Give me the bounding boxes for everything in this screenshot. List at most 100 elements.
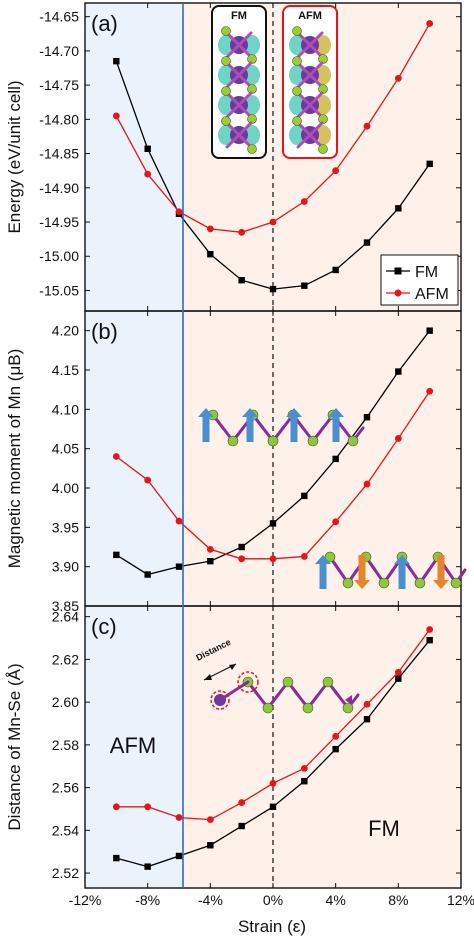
panel-c: 2.64 2.62 2.60 2.58 2.56 2.54 2.52 (c) Distance …	[5, 605, 462, 889]
data-point	[206, 545, 214, 553]
spin-down-arrow	[437, 555, 445, 581]
series-afm	[112, 387, 434, 563]
legend-fm-marker	[394, 267, 402, 275]
data-point	[395, 368, 402, 375]
y-tick-label: 4.00	[52, 480, 79, 496]
data-point	[426, 20, 434, 27]
spin-density-lobe	[289, 95, 305, 115]
data-point	[113, 854, 120, 862]
spin-density-lobe	[315, 95, 331, 115]
bond	[225, 31, 253, 59]
x-tick-label: 8%	[388, 892, 408, 908]
panels: -14.65 -14.70 -14.75 -14.80 -14.85 -14.90 -14.…	[5, 2, 462, 889]
y-axis-label: Distance of Mn-Se (Å)	[5, 663, 24, 830]
afm-structure-box: AFM	[282, 5, 338, 159]
data-point	[112, 803, 120, 811]
arrow-head	[286, 408, 302, 417]
data-point	[206, 225, 214, 233]
y-tick-label: 3.95	[52, 519, 79, 535]
spin-up-arrow	[332, 416, 340, 442]
series-afm	[112, 626, 434, 824]
afm-box-label: AFM	[298, 10, 322, 22]
spin-up-arrow	[202, 416, 210, 442]
se-atom	[322, 676, 334, 688]
bond	[296, 61, 324, 89]
data-point	[238, 277, 245, 284]
se-atom	[292, 86, 302, 96]
data-point	[144, 863, 151, 870]
data-point	[332, 732, 340, 740]
spin-up-arrow	[319, 563, 327, 589]
y-tick-label: 2.64	[52, 609, 79, 625]
data-point	[207, 250, 214, 258]
data-point	[113, 57, 120, 65]
spin-density-lobe	[244, 125, 260, 145]
data-point	[175, 517, 183, 525]
legend: FM AFM	[380, 254, 459, 306]
spin-up-arrow	[246, 416, 254, 442]
bond	[296, 91, 324, 119]
spin-density-lobe	[218, 65, 234, 85]
bond	[218, 680, 250, 702]
y-tick-label: 4.15	[52, 362, 79, 378]
y-tick-label: 3.90	[52, 559, 79, 575]
panel-b: 4.20 4.15 4.10 4.05 4.00 3.95 3.90 3.85 (b) Magne…	[5, 310, 462, 614]
data-point	[269, 803, 277, 811]
data-point	[426, 160, 433, 168]
spin-density-lobe	[315, 125, 331, 145]
se-atom	[292, 116, 302, 126]
data-point	[394, 668, 402, 676]
data-point	[269, 520, 277, 527]
spin-up-arrow	[290, 416, 298, 442]
se-atom	[302, 702, 314, 714]
x-tick-label: 4%	[326, 892, 346, 908]
spin-density-lobe	[315, 65, 331, 85]
spin-density-inset: FM AFM	[211, 5, 338, 159]
x-tick-label: -8%	[135, 892, 160, 908]
y-tick-label: 2.62	[52, 651, 79, 667]
data-point	[300, 198, 308, 205]
spin-down-arrow	[358, 555, 366, 581]
data-point	[426, 327, 433, 334]
bond	[225, 91, 253, 119]
mn-atom-highlight	[210, 690, 230, 710]
data-point	[395, 205, 402, 212]
spin-up-arrow	[398, 563, 406, 589]
spin-density-lobe	[289, 35, 305, 55]
data-point	[113, 551, 120, 559]
se-atom	[221, 26, 231, 36]
y-tick-label: -14.90	[39, 180, 79, 196]
series-fm	[113, 327, 433, 578]
y-tick-label: 4.05	[52, 441, 79, 457]
se-atom	[318, 144, 328, 154]
panel-label: (c)	[91, 614, 117, 639]
data-point	[144, 476, 152, 484]
se-atom	[247, 144, 257, 154]
x-axis: -12% -8% -4% 0% 4% 8% 12%	[69, 3, 474, 908]
y-tick-label: 2.54	[52, 822, 79, 838]
series-fm	[113, 636, 433, 870]
fm-structure-box: FM	[211, 5, 267, 159]
se-atom	[221, 56, 231, 66]
data-point	[269, 555, 277, 563]
afm-region-label: AFM	[110, 733, 156, 758]
se-atom	[221, 86, 231, 96]
panel-label: (a)	[91, 11, 118, 36]
arrow-head	[315, 555, 331, 564]
arrow-head	[354, 580, 370, 589]
x-tick-label: 0%	[263, 892, 283, 908]
spin-density-lobe	[244, 95, 260, 115]
data-point	[238, 555, 246, 563]
arrow-head	[328, 408, 344, 417]
y-tick-label: 2.52	[52, 865, 79, 881]
data-point	[144, 170, 152, 178]
arrow-head	[433, 580, 449, 589]
se-atom-highlight	[237, 671, 259, 693]
chain-end	[345, 695, 352, 705]
y-tick-label: -14.80	[39, 111, 79, 127]
data-point	[206, 816, 214, 824]
se-atom	[414, 577, 426, 589]
panel-label: (b)	[91, 319, 118, 344]
data-point	[332, 167, 340, 175]
bond	[296, 31, 324, 59]
